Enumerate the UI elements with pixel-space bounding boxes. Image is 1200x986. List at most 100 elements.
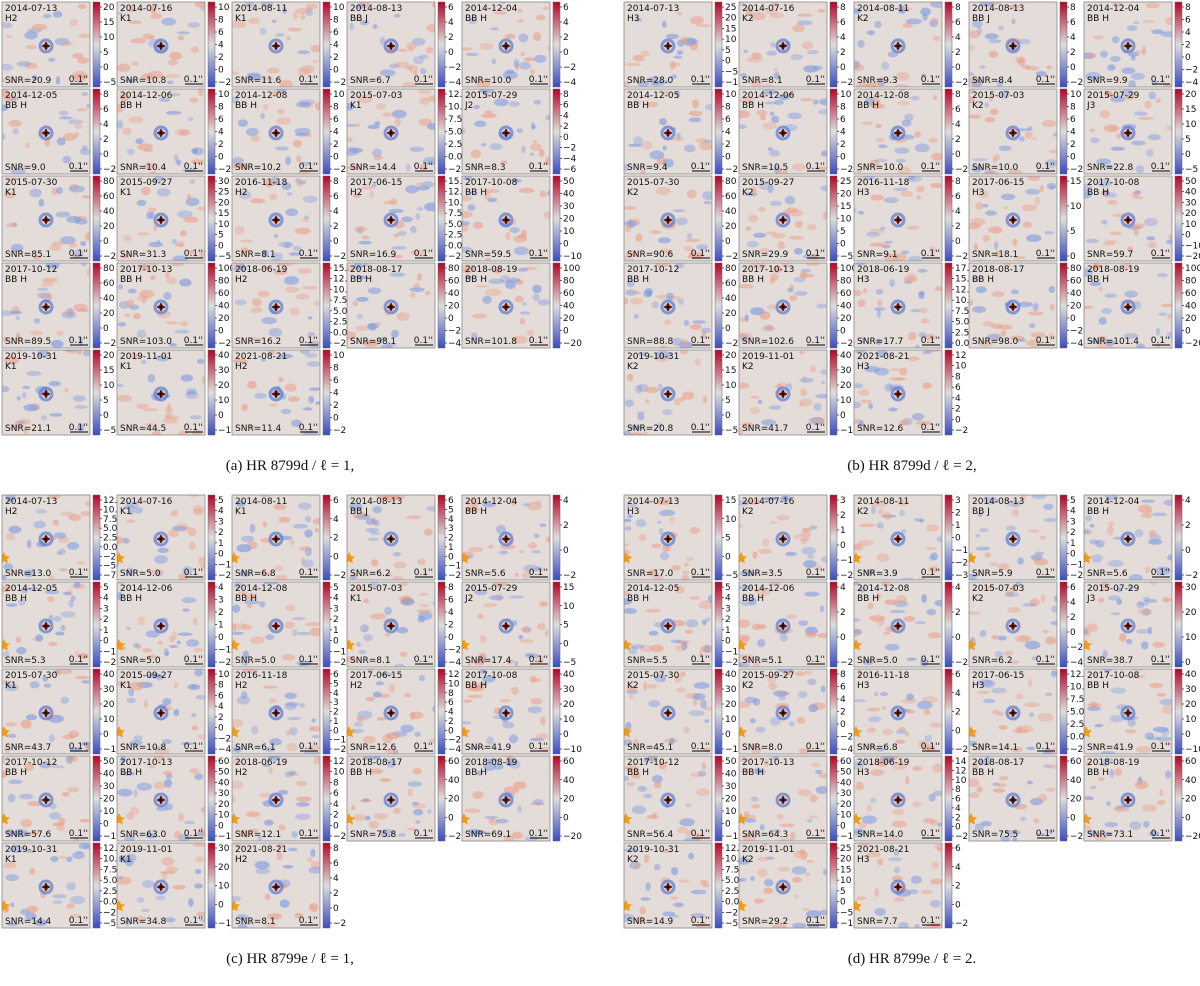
- colorbar-tick-label: 8: [333, 103, 339, 113]
- band: H2: [235, 188, 248, 198]
- speckle: [899, 7, 913, 11]
- speckle: [975, 286, 987, 294]
- speckle: [482, 295, 492, 304]
- speckle: [650, 79, 661, 86]
- epoch-date: 2017-10-12: [627, 265, 679, 275]
- speckle: [1147, 241, 1157, 249]
- scale-label: 0.1'': [69, 423, 88, 433]
- speckle: [535, 14, 546, 21]
- speckle: [467, 660, 472, 667]
- speckle: [234, 225, 245, 235]
- band: H2: [235, 855, 248, 865]
- planet-ring: [1120, 38, 1136, 54]
- speckle: [286, 36, 291, 41]
- speckle: [2, 385, 10, 393]
- speckle: [1097, 179, 1112, 188]
- position-cross: [42, 303, 50, 311]
- speckle: [740, 72, 747, 78]
- speckle: [683, 319, 690, 326]
- image-frame: [346, 1, 436, 88]
- speckle: [20, 719, 32, 729]
- colorbar-tick-label: 0: [1185, 546, 1191, 556]
- colorbar-tick-label: 15: [1185, 105, 1196, 115]
- speckle: [62, 350, 79, 352]
- speckle: [895, 377, 907, 381]
- colorbar-tick-label: 10: [103, 381, 115, 391]
- speckle: [405, 65, 413, 70]
- epoch-date: 2014-12-05: [627, 584, 679, 594]
- speckle: [898, 921, 909, 928]
- speckle: [1109, 768, 1115, 778]
- speckle: [25, 142, 31, 149]
- band: BB H: [465, 188, 487, 198]
- band: BB H: [465, 14, 487, 24]
- band: K2: [627, 362, 639, 372]
- colorbar-tick-label: 0: [725, 153, 731, 163]
- speckle: [769, 405, 782, 410]
- epoch-date: 2014-12-08: [235, 91, 288, 101]
- colorbar-tick-label: 10: [333, 3, 345, 13]
- speckle: [757, 856, 769, 862]
- speckle: [659, 551, 670, 561]
- position-cross: [894, 42, 902, 50]
- speckle: [517, 18, 525, 23]
- speckle: [30, 330, 43, 336]
- speckle: [684, 802, 692, 808]
- speckle: [292, 616, 306, 621]
- speckle: [499, 274, 510, 284]
- speckle: [624, 607, 637, 615]
- colorbar-tick-label: 80: [840, 277, 852, 287]
- speckle: [969, 89, 976, 94]
- speckle: [979, 65, 986, 69]
- speckle: [998, 724, 1008, 730]
- speckle: [194, 773, 204, 781]
- speckle: [625, 62, 641, 66]
- speckle: [372, 148, 382, 158]
- epoch-date: 2018-06-19: [857, 265, 910, 275]
- residual-image: [232, 669, 320, 754]
- speckle: [232, 157, 244, 164]
- colorbar-tick-label: 7.5: [333, 296, 347, 306]
- speckle: [481, 142, 487, 147]
- speckle: [269, 738, 282, 746]
- speckle: [920, 307, 928, 314]
- speckle: [973, 243, 979, 252]
- colorbar-tick-label: −2: [218, 734, 231, 744]
- band: BB H: [350, 275, 372, 285]
- speckle: [478, 652, 487, 662]
- speckle: [628, 425, 643, 430]
- speckle: [739, 284, 755, 289]
- colorbar-tick-label: 2: [725, 615, 731, 625]
- speckle: [526, 501, 542, 511]
- speckle: [143, 162, 156, 170]
- speckle: [136, 295, 149, 302]
- colorbar-tick-label: 7.5: [725, 865, 739, 875]
- speckle: [705, 617, 711, 622]
- colorbar-tick-label: 3: [218, 517, 224, 527]
- colorbar: [944, 494, 953, 581]
- speckle: [128, 5, 136, 13]
- scale-label: 0.1'': [921, 423, 940, 433]
- speckle: [801, 527, 812, 534]
- speckle: [161, 17, 177, 26]
- colorbar-tick-label: −2: [1185, 66, 1198, 76]
- speckle: [1100, 50, 1108, 58]
- snr: SNR=9.1: [857, 250, 898, 260]
- speckle: [692, 699, 698, 706]
- speckle: [415, 820, 421, 824]
- colorbar-tick-label: 0: [840, 153, 846, 163]
- speckle: [859, 523, 876, 528]
- speckle: [770, 273, 779, 282]
- epoch-date: 2018-08-19: [1087, 265, 1140, 275]
- speckle: [7, 733, 17, 738]
- speckle: [523, 57, 536, 62]
- speckle: [488, 544, 494, 550]
- image-frame: [853, 175, 943, 262]
- colorbar-tick-label: 50: [1185, 177, 1197, 187]
- speckle: [520, 229, 527, 238]
- speckle: [392, 749, 399, 754]
- speckle: [650, 644, 664, 653]
- colorbar-tick-label: 40: [563, 670, 575, 680]
